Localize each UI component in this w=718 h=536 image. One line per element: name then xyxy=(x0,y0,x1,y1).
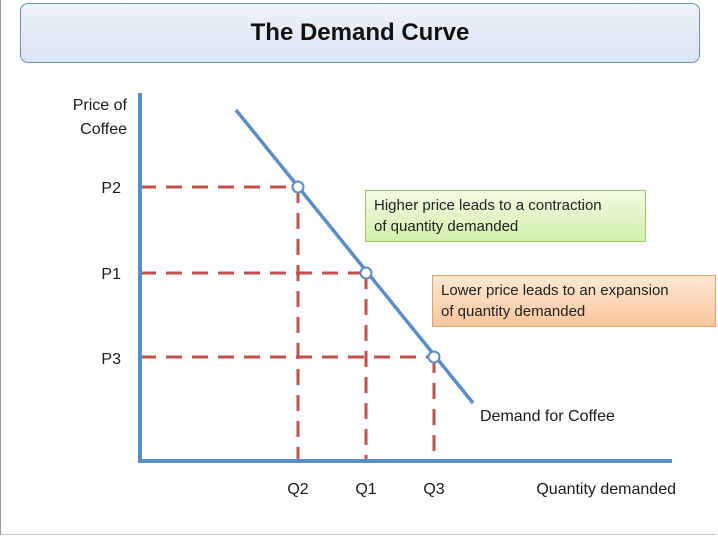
price-label-p2: P2 xyxy=(101,180,121,197)
contraction-note: Higher price leads to a contraction of q… xyxy=(365,190,646,242)
point-p2-q2 xyxy=(291,180,305,194)
expansion-note-line1: Lower price leads to an expansion xyxy=(441,282,669,299)
point-p3-q3 xyxy=(427,350,441,364)
quantity-label-q1: Q1 xyxy=(355,481,376,498)
page-title: The Demand Curve xyxy=(250,19,470,46)
price-label-p3: P3 xyxy=(101,351,121,368)
x-axis-label: Quantity demanded xyxy=(536,481,676,498)
y-axis-label-line1: Price of xyxy=(73,97,128,114)
y-axis-label-line2: Coffee xyxy=(80,121,127,138)
expansion-note-line2: of quantity demanded xyxy=(441,303,586,320)
quantity-label-q2: Q2 xyxy=(287,481,308,498)
quantity-label-q3: Q3 xyxy=(423,481,444,498)
contraction-note-line1: Higher price leads to a contraction xyxy=(374,197,602,214)
expansion-note: Lower price leads to an expansion of qua… xyxy=(432,275,716,327)
point-p1-q1 xyxy=(359,266,373,280)
demand-curve-label: Demand for Coffee xyxy=(480,408,615,425)
price-label-p1: P1 xyxy=(101,266,121,283)
title-box: The Demand Curve xyxy=(20,3,700,63)
contraction-note-line2: of quantity demanded xyxy=(374,218,519,235)
